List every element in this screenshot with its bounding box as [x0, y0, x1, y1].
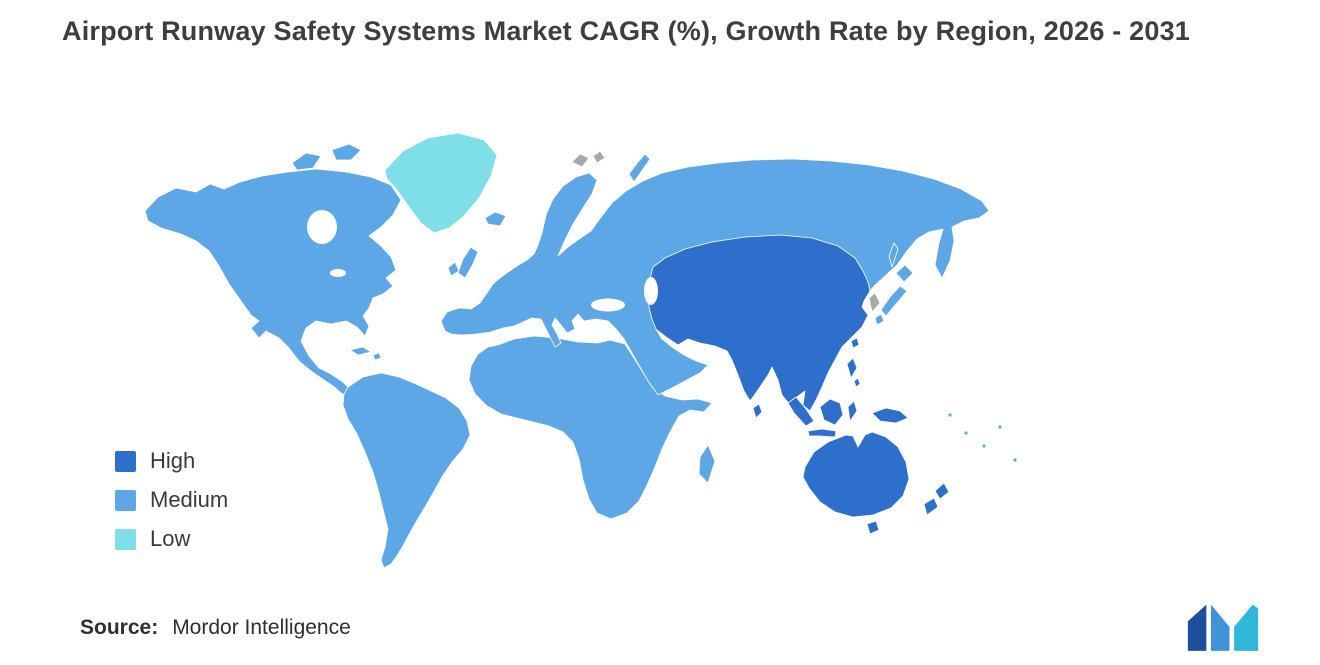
black-sea [591, 298, 625, 312]
region-japan-kyushu [874, 313, 885, 326]
region-taiwan [850, 337, 860, 349]
region-sakhalin [888, 242, 899, 268]
region-new-guinea [871, 407, 909, 424]
logo-right-stroke [1234, 604, 1259, 651]
legend: High Medium Low [115, 448, 229, 567]
region-ireland [447, 261, 460, 277]
region-svalbard-2 [592, 150, 606, 164]
region-sri-lanka [752, 403, 763, 419]
region-sumatra [787, 396, 815, 427]
caspian-sea [644, 277, 658, 305]
mordor-intelligence-logo [1186, 597, 1260, 653]
world-map-container [100, 115, 1110, 590]
region-new-zealand-north [934, 482, 950, 500]
region-iceland [484, 211, 507, 227]
region-africa [468, 335, 713, 520]
region-arctic-islands [291, 152, 322, 171]
region-svalbard [571, 153, 590, 168]
legend-swatch-low [115, 528, 136, 550]
region-north-america [144, 168, 402, 397]
region-asia-pacific-high [647, 234, 871, 412]
pacific-islands [947, 412, 1018, 463]
legend-swatch-high [115, 450, 136, 472]
region-south-america [342, 372, 471, 569]
region-united-kingdom [457, 246, 479, 279]
region-greenland [384, 132, 498, 234]
legend-label-high: High [150, 448, 196, 473]
region-novaya-zemlya [628, 153, 651, 183]
legend-item-low: Low [115, 526, 228, 551]
legend-label-medium: Medium [150, 487, 229, 512]
region-sulawesi [847, 400, 858, 422]
region-korea [868, 292, 881, 313]
source-value: Mordor Intelligence [172, 616, 351, 639]
region-new-zealand-south [923, 497, 939, 516]
region-java [807, 428, 837, 438]
region-hispaniola [372, 352, 382, 361]
region-cuba [349, 346, 372, 356]
region-arctic-islands-2 [331, 143, 362, 161]
legend-label-low: Low [150, 526, 191, 551]
world-map [144, 132, 1018, 569]
region-philippines-2 [853, 377, 861, 388]
legend-swatch-medium [115, 489, 136, 511]
logo-middle-stroke [1210, 604, 1230, 651]
legend-item-medium: Medium [115, 487, 229, 512]
region-philippines [846, 357, 858, 379]
region-australia [802, 431, 910, 518]
region-borneo [819, 398, 844, 426]
source-label: Source: [80, 616, 159, 639]
region-tasmania [866, 520, 880, 535]
logo-mark [1187, 604, 1259, 651]
region-madagascar [698, 444, 716, 484]
region-japan-hokkaido [895, 264, 914, 283]
chart-title: Airport Runway Safety Systems Market CAG… [62, 16, 1190, 46]
great-lakes [330, 269, 346, 277]
logo-left-stroke [1187, 604, 1207, 651]
hudson-bay [307, 210, 337, 244]
legend-item-high: High [115, 448, 228, 473]
source-row: Source: Mordor Intelligence [80, 616, 351, 640]
region-japan-honshu [880, 285, 908, 317]
